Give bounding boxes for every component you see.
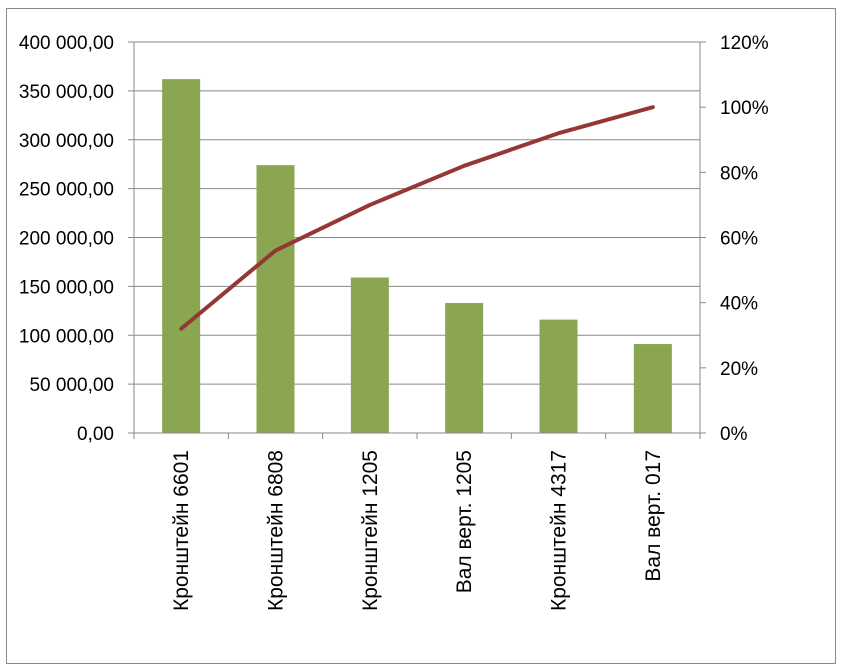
chart-frame <box>6 8 836 664</box>
y2-tick-label: 120% <box>720 33 769 54</box>
category-tick-labels: Кронштейн 6601 Кронштейн 6808 Кронштейн 12… <box>170 450 665 611</box>
y-tick-label: 200 000,00 <box>19 229 114 250</box>
bar <box>633 344 672 433</box>
cumulative-line-series <box>179 105 655 331</box>
bar <box>162 79 201 434</box>
y-tick-label: 350 000,00 <box>19 82 114 103</box>
y-tick-label: 400 000,00 <box>19 33 114 54</box>
bar <box>539 319 578 433</box>
y2-tick-label: 40% <box>720 294 758 315</box>
gridlines <box>134 41 700 385</box>
y-tick-label: 0,00 <box>77 424 114 445</box>
cumulative-line <box>179 105 655 331</box>
bar <box>445 302 484 433</box>
y2-tick-label: 0% <box>720 424 748 445</box>
axes <box>128 41 706 439</box>
category-label: Кронштейн 6808 <box>265 450 288 611</box>
y2-tick-label: 100% <box>720 98 769 119</box>
category-label: Вал верт. 017 <box>642 450 665 582</box>
category-label: Кронштейн 4317 <box>548 450 571 611</box>
bar <box>350 277 389 433</box>
category-label: Кронштейн 6601 <box>170 450 193 611</box>
y2-tick-label: 60% <box>720 229 758 250</box>
y-tick-label: 150 000,00 <box>19 277 114 298</box>
left-axis-tick-labels: 0,00 50 000,00 100 000,00 150 000,00 200 000… <box>19 33 114 445</box>
bar-series <box>162 79 672 434</box>
y-tick-label: 250 000,00 <box>19 180 114 201</box>
y2-tick-label: 80% <box>720 163 758 184</box>
y-tick-label: 50 000,00 <box>29 375 114 396</box>
bar <box>256 165 295 434</box>
y2-tick-label: 20% <box>720 359 758 380</box>
y-tick-label: 100 000,00 <box>19 326 114 347</box>
category-label: Вал верт. 1205 <box>453 450 476 593</box>
y-tick-label: 300 000,00 <box>19 131 114 152</box>
right-axis-tick-labels: 0% 20% 40% 60% 80% 100% 120% <box>720 33 769 445</box>
category-label: Кронштейн 1205 <box>359 450 382 611</box>
